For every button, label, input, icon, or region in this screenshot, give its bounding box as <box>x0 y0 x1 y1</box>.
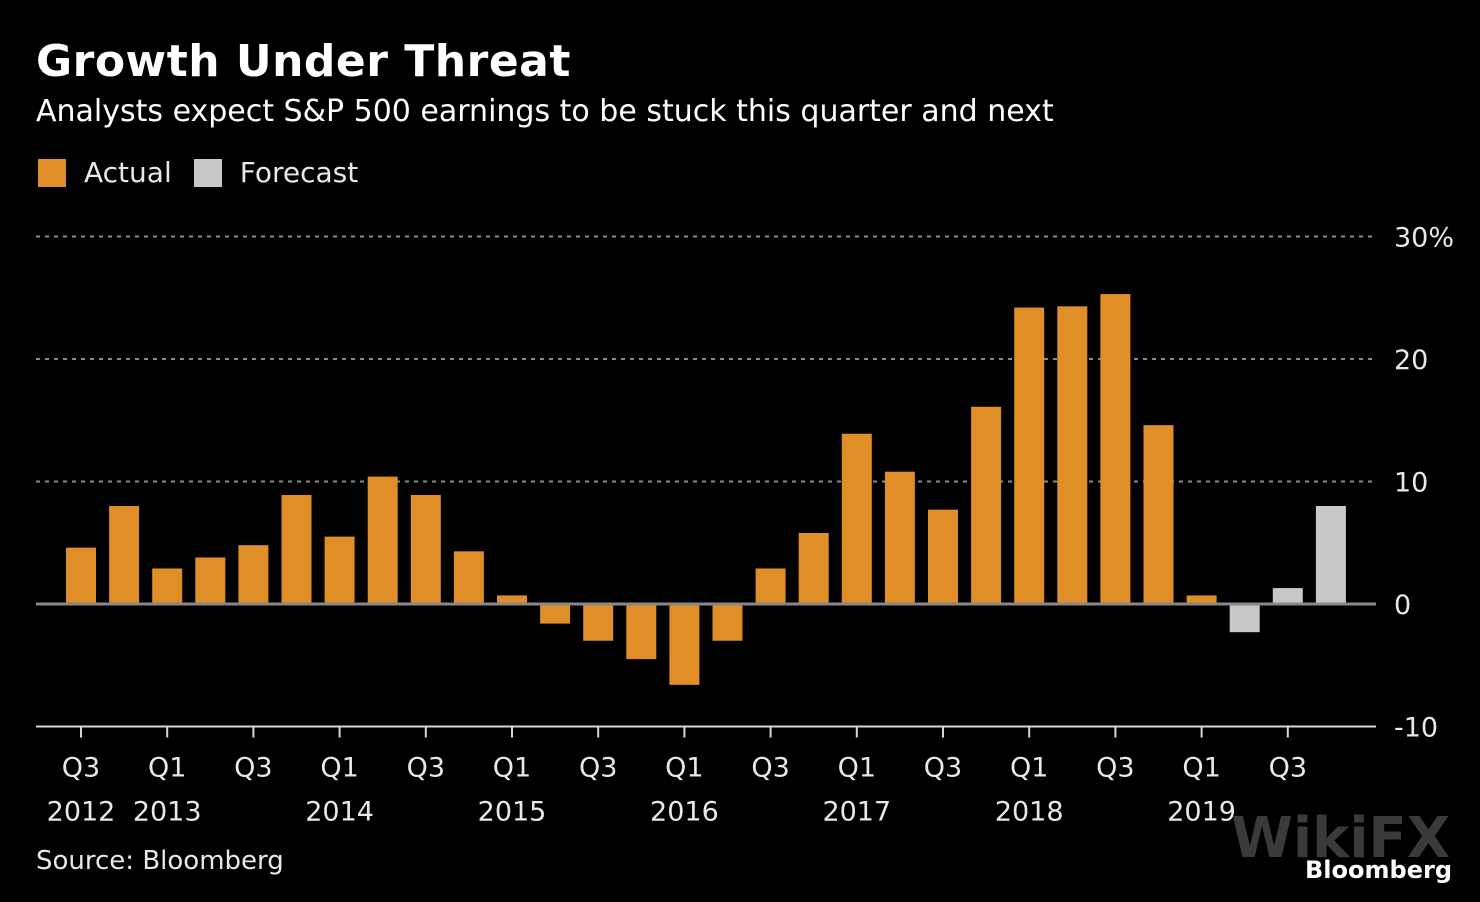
bar-forecast <box>1229 604 1260 633</box>
x-tick-label-year: 2013 <box>133 797 202 828</box>
x-tick-label-year: 2016 <box>650 797 719 828</box>
bar-actual <box>281 494 312 604</box>
axes <box>36 602 1376 738</box>
bloomberg-logo: Bloomberg <box>1305 856 1452 884</box>
bar-actual <box>928 509 958 604</box>
x-tick-label-quarter: Q1 <box>320 753 358 784</box>
x-tick-label-quarter: Q1 <box>148 753 186 784</box>
bar-forecast <box>1272 588 1303 604</box>
source-note: Source: Bloomberg <box>36 846 284 876</box>
x-tick-label-quarter: Q3 <box>407 753 445 784</box>
bar-actual <box>410 494 441 604</box>
legend: Actual Forecast <box>38 156 380 189</box>
legend-label-actual: Actual <box>84 156 172 189</box>
x-tick-label-quarter: Q3 <box>1096 753 1134 784</box>
bar-actual <box>367 476 398 604</box>
bar-actual <box>669 604 700 685</box>
bar-actual <box>238 545 269 604</box>
y-tick-labels: 30% 20 10 0 -10 <box>1394 223 1454 744</box>
y-tick-label: 20 <box>1394 345 1428 376</box>
bar-actual <box>583 604 614 641</box>
bar-actual <box>626 604 657 660</box>
bar-actual <box>497 595 527 604</box>
x-tick-label-year: 2014 <box>305 797 374 828</box>
legend-swatch-actual <box>38 158 66 187</box>
bar-actual <box>109 506 140 604</box>
x-tick-label-quarter: Q3 <box>62 753 100 784</box>
bar-actual <box>841 433 872 604</box>
y-tick-label: 30% <box>1394 223 1454 254</box>
legend-label-forecast: Forecast <box>239 156 359 189</box>
x-tick-labels: Q3 2012 Q1 2013 Q3 Q1 2014 Q3 Q1 2015 Q3 Q1 2016 Q3 Q1… <box>47 753 1307 828</box>
x-tick-label-quarter: Q1 <box>1010 753 1048 784</box>
legend-item-actual: Actual <box>38 156 172 189</box>
x-tick-label-quarter: Q1 <box>838 753 876 784</box>
x-tick-label-year: 2018 <box>995 797 1064 828</box>
x-tick-label-year: 2019 <box>1167 797 1236 828</box>
bar-actual <box>712 604 743 641</box>
bar-actual <box>540 604 571 624</box>
x-tick-label-quarter: Q1 <box>665 753 703 784</box>
bar-actual <box>755 568 786 604</box>
x-tick-label-year: 2017 <box>822 797 891 828</box>
x-tick-label-quarter: Q3 <box>1269 753 1307 784</box>
bar-actual <box>1014 307 1045 604</box>
bar-actual <box>971 406 1002 604</box>
x-tick-label-quarter: Q3 <box>924 753 962 784</box>
bar-actual <box>324 536 355 604</box>
chart-subtitle: Analysts expect S&P 500 earnings to be s… <box>36 94 1054 129</box>
bar-actual <box>195 557 226 604</box>
bar-actual <box>1100 294 1131 604</box>
legend-item-forecast: Forecast <box>193 156 359 189</box>
y-tick-label: 10 <box>1394 468 1428 499</box>
y-tick-label: 0 <box>1394 590 1411 621</box>
bar-actual <box>453 551 484 604</box>
bar-actual <box>1057 306 1088 604</box>
x-tick-label-quarter: Q1 <box>493 753 531 784</box>
x-tick-label-year: 2015 <box>478 797 547 828</box>
gridlines <box>36 235 1376 483</box>
bars <box>66 294 1346 685</box>
legend-swatch-forecast <box>193 158 222 187</box>
x-tick-label-quarter: Q1 <box>1182 753 1220 784</box>
bar-actual <box>1186 595 1217 604</box>
bar-actual <box>798 532 829 604</box>
bar-forecast <box>1315 506 1346 604</box>
chart-title: Growth Under Threat <box>36 36 571 87</box>
x-tick-label-quarter: Q3 <box>751 753 789 784</box>
x-tick-label-year: 2012 <box>47 797 116 828</box>
bar-actual <box>152 568 183 604</box>
watermark: WikiFX <box>1231 806 1450 871</box>
x-tick-label-quarter: Q3 <box>234 753 272 784</box>
bar-actual <box>1143 425 1174 604</box>
bar-actual <box>66 547 96 604</box>
x-tick-label-quarter: Q3 <box>579 753 617 784</box>
bar-actual <box>884 471 915 604</box>
y-tick-label: -10 <box>1394 713 1438 744</box>
